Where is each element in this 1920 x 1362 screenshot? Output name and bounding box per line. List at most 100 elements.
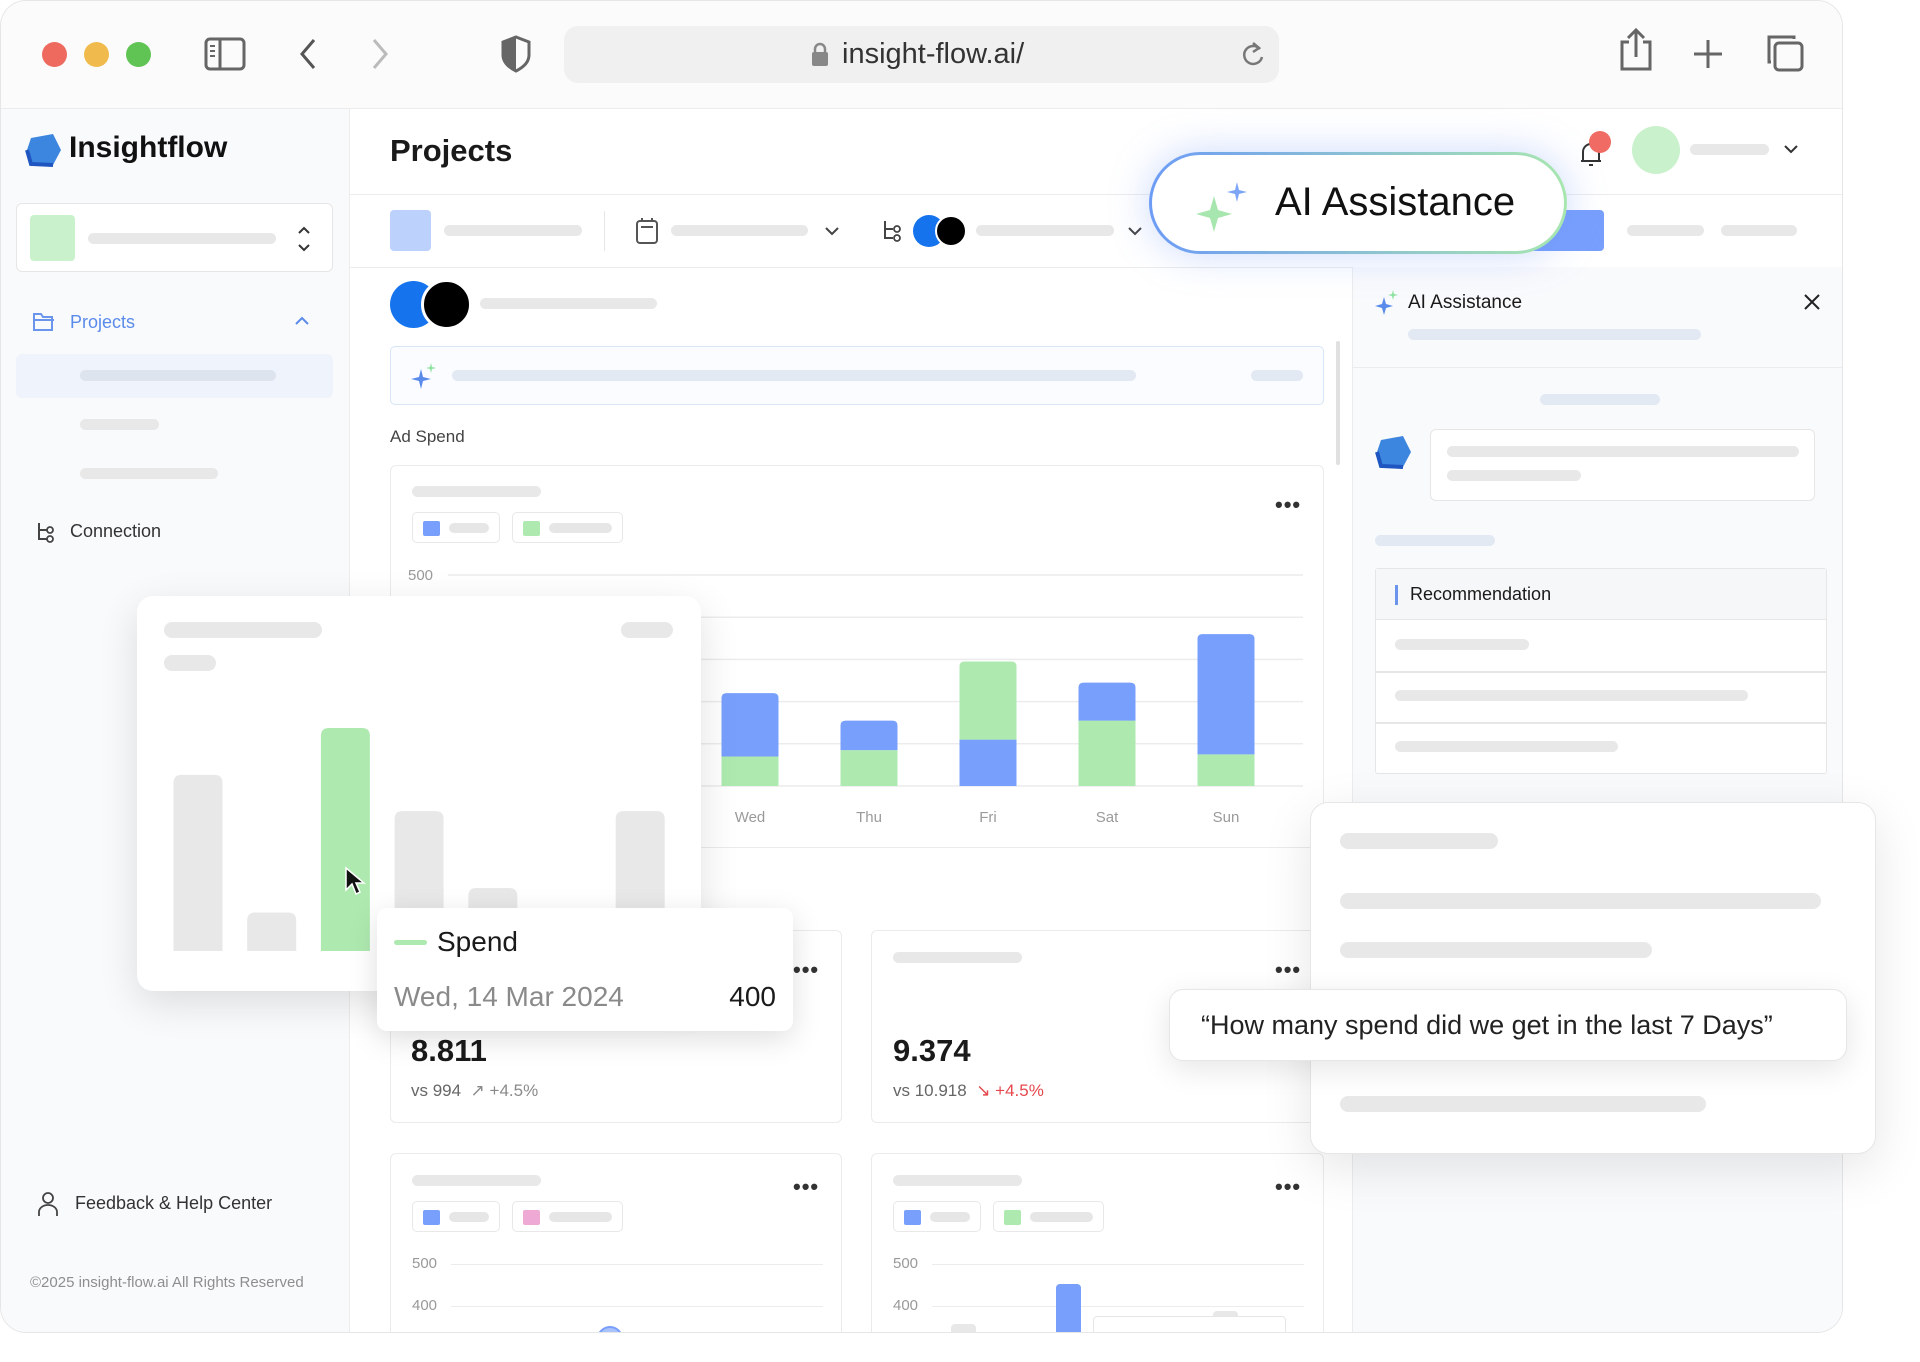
kpi-comparison: vs 994 ↗ +4.5%	[411, 1081, 538, 1101]
close-window-button[interactable]	[42, 42, 67, 67]
x-tick-label: Sat	[1096, 809, 1119, 826]
sidebar-item-connection[interactable]: Connection	[31, 517, 331, 547]
tabs-overview-icon[interactable]	[1765, 33, 1805, 73]
tooltip-series: Spend	[437, 926, 518, 957]
brand-name: Insightflow	[69, 131, 228, 164]
forward-icon[interactable]	[369, 37, 391, 71]
bar-segment	[721, 693, 779, 757]
shield-icon[interactable]	[500, 35, 532, 73]
legend-chip-green[interactable]	[512, 512, 623, 543]
legend-chip-blue[interactable]	[412, 1201, 500, 1232]
legend-chip-green[interactable]	[993, 1201, 1104, 1232]
reload-icon[interactable]	[1240, 41, 1266, 69]
more-options-icon[interactable]: •••	[793, 1174, 820, 1199]
feedback-label: Feedback & Help Center	[75, 1193, 273, 1213]
data-point[interactable]	[597, 1326, 623, 1332]
copyright: ©2025 insight-flow.ai All Rights Reserve…	[30, 1274, 304, 1291]
bar-segment	[721, 756, 779, 786]
legend-chip-blue[interactable]	[893, 1201, 981, 1232]
chart-card: ••• 500 400	[390, 1153, 842, 1332]
more-options-icon[interactable]: •••	[1275, 1174, 1302, 1199]
chart-tooltip: Spend Wed, 14 Mar 2024 400	[377, 908, 793, 1031]
insightflow-logo-icon	[25, 134, 61, 167]
lock-icon	[812, 42, 828, 66]
address-bar[interactable]: insight-flow.ai/	[564, 26, 1279, 83]
assistant-message	[1430, 429, 1815, 501]
sidebar-subitem-active[interactable]	[16, 354, 333, 398]
chevron-down-icon	[1128, 227, 1142, 236]
sidebar-toggle-icon[interactable]	[204, 37, 246, 71]
back-icon[interactable]	[297, 37, 319, 71]
ai-answer-card	[1310, 802, 1876, 1154]
y-tick: 500	[893, 1255, 919, 1272]
connection-icon	[884, 221, 901, 242]
section-label: Ad Spend	[390, 427, 465, 446]
maximize-window-button[interactable]	[126, 42, 151, 67]
minimize-window-button[interactable]	[84, 42, 109, 67]
more-options-icon[interactable]: •••	[793, 957, 820, 982]
panel-title: AI Assistance	[1408, 292, 1523, 313]
x-tick-label: Wed	[735, 809, 766, 826]
tooltip-date: Wed, 14 Mar 2024	[394, 981, 624, 1012]
mouse-cursor-icon	[345, 866, 366, 896]
connection-dropdown[interactable]	[879, 215, 1149, 247]
scrollbar[interactable]	[1336, 341, 1340, 465]
ai-assistance-panel: AI Assistance Recommendation	[1352, 267, 1842, 1332]
kpi-value: 9.374	[893, 1033, 971, 1068]
recommendation-table: Recommendation	[1375, 568, 1827, 774]
legend-chip-pink[interactable]	[512, 1201, 623, 1232]
folder-icon	[33, 313, 54, 331]
assistant-avatar-icon	[1375, 436, 1411, 469]
ai-assistance-label: AI Assistance	[1275, 180, 1516, 224]
mini-tooltip	[1093, 1316, 1286, 1332]
recommendation-header: Recommendation	[1410, 584, 1552, 604]
bar	[320, 728, 370, 951]
project-icon	[390, 210, 431, 251]
ai-prompt-input[interactable]	[390, 346, 1324, 405]
series-swatch	[394, 940, 427, 945]
workspace-avatar	[30, 215, 75, 261]
more-options-icon[interactable]: •••	[1275, 957, 1302, 982]
user-icon	[38, 1192, 58, 1216]
chart-card: ••• 500 400	[871, 1153, 1324, 1332]
bar	[247, 912, 297, 951]
y-tick: 400	[893, 1297, 919, 1314]
bar[interactable]	[1056, 1284, 1081, 1332]
kpi-compare: vs 10.918	[893, 1081, 967, 1100]
notification-badge	[1589, 131, 1611, 153]
bar-segment	[1197, 634, 1255, 755]
chevron-up-icon	[295, 316, 309, 325]
bar-segment	[1197, 754, 1255, 786]
sidebar-item-projects[interactable]: Projects	[16, 306, 333, 338]
x-tick-label: Thu	[856, 809, 882, 826]
kpi-compare: vs 994	[411, 1081, 462, 1100]
sidebar-item-label: Projects	[70, 312, 136, 332]
chevron-down-icon[interactable]	[1783, 143, 1799, 155]
ai-assistance-button[interactable]: AI Assistance	[1149, 152, 1567, 254]
kpi-delta: +4.5%	[489, 1081, 539, 1100]
chevron-down-icon	[825, 227, 839, 236]
date-range-dropdown[interactable]	[631, 215, 846, 247]
kpi-delta: +4.5%	[995, 1081, 1044, 1100]
bar	[951, 1324, 976, 1332]
sidebar-subitem[interactable]	[80, 468, 218, 479]
bar	[173, 774, 223, 951]
workspace-selector[interactable]	[16, 203, 333, 272]
kpi-comparison: vs 10.918 ↘ +4.5%	[893, 1081, 1044, 1101]
legend-chip-blue[interactable]	[412, 512, 500, 543]
calendar-icon	[636, 218, 658, 244]
sidebar-subitem[interactable]	[80, 419, 159, 430]
source-icon-black	[935, 215, 967, 247]
user-avatar[interactable]	[1632, 126, 1680, 174]
browser-titlebar: insight-flow.ai/	[1, 1, 1842, 109]
y-tick-label: 500	[408, 567, 433, 584]
close-icon[interactable]	[1803, 293, 1821, 311]
new-tab-icon[interactable]	[1692, 38, 1724, 70]
share-icon[interactable]	[1618, 28, 1654, 72]
user-question-text: “How many spend did we get in the last 7…	[1201, 1010, 1773, 1040]
trend-down-icon: ↘	[971, 1081, 991, 1100]
x-tick-label: Sun	[1213, 809, 1240, 826]
kpi-value: 8.811	[411, 1033, 487, 1068]
feedback-help-link[interactable]: Feedback & Help Center	[37, 1189, 317, 1219]
connection-icon	[38, 523, 54, 543]
